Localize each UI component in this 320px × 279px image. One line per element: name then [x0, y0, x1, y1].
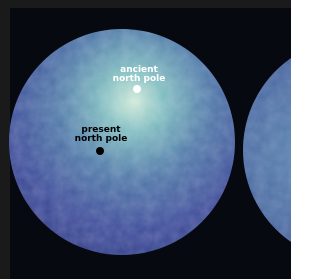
edge: [291, 0, 295, 279]
ancient-label-line2: north pole: [113, 74, 166, 84]
ancient-pole-dot: [133, 85, 141, 93]
present-pole-dot: [96, 147, 104, 155]
moon-map: ancient north pole present north pole: [0, 0, 295, 279]
present-label-line2: north pole: [75, 134, 128, 144]
